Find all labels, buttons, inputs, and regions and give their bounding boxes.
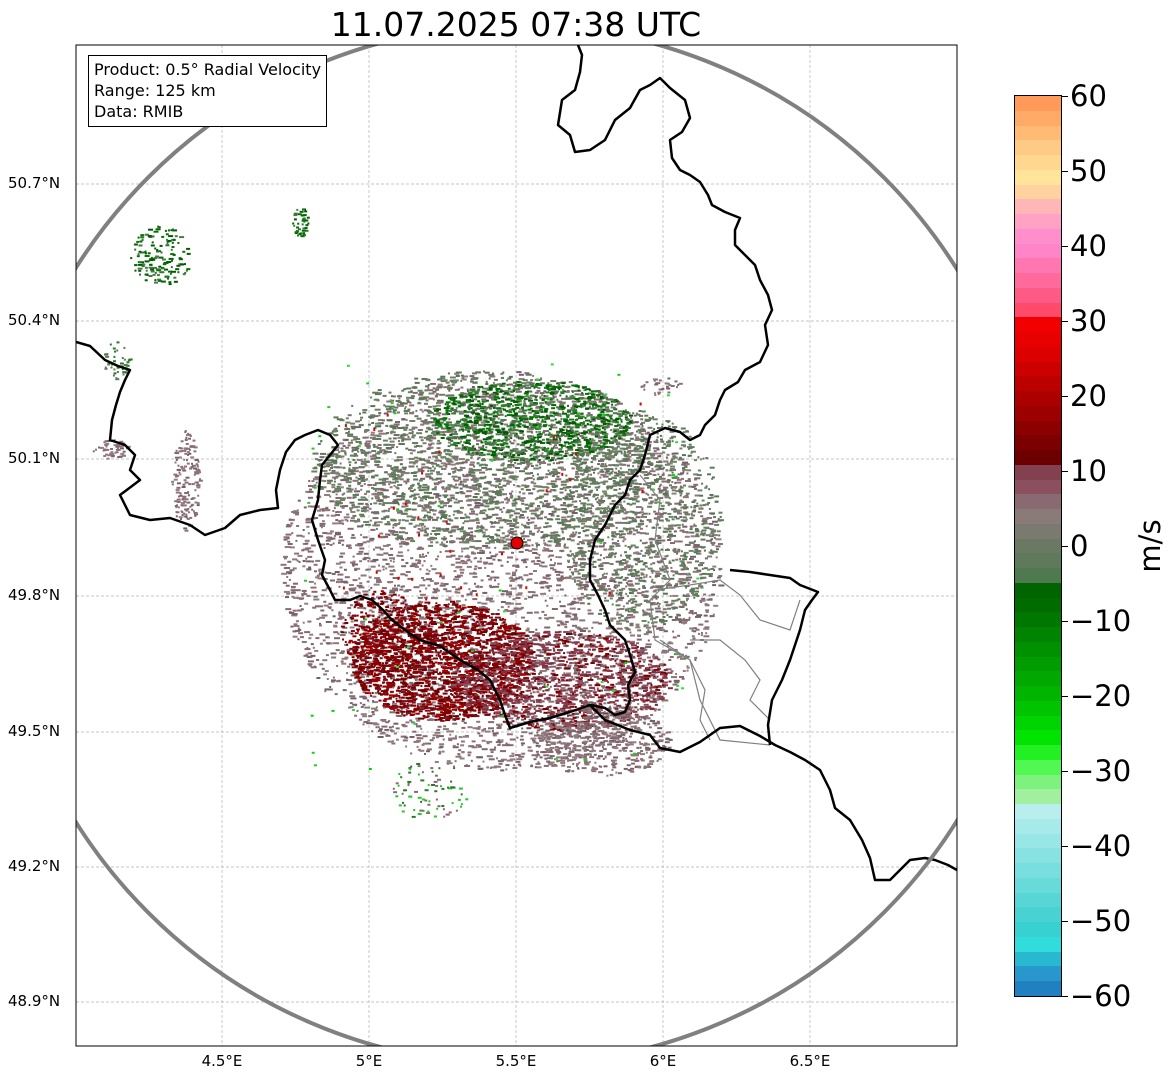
velocity-colorbar [1014,95,1062,997]
colorbar-tick [1062,321,1068,322]
colorbar-tick-label: 30 [1070,304,1107,338]
graticule-grid [76,45,957,1046]
colorbar-tick [1062,696,1068,697]
colorbar-tick [1062,171,1068,172]
radar-echoes [92,208,725,818]
colorbar-tick [1062,546,1068,547]
colorbar-tick-label: 60 [1070,79,1107,113]
lon-tick-label: 6.5°E [789,1052,831,1070]
colorbar-tick-label: −60 [1070,979,1132,1013]
colorbar-unit-label: m/s [1133,519,1167,573]
lat-tick-label: 49.5°N [8,722,61,740]
colorbar-tick-label: −40 [1070,829,1132,863]
colorbar-tick [1062,846,1068,847]
colorbar-tick [1062,96,1068,97]
colorbar-tick-label: −20 [1070,679,1132,713]
lat-tick-label: 49.8°N [8,586,61,604]
radar-site-marker [510,536,524,550]
colorbar-tick-label: 10 [1070,454,1107,488]
province-borders [639,474,801,746]
colorbar-tick [1062,396,1068,397]
colorbar-tick-label: 40 [1070,229,1107,263]
colorbar-tick [1062,996,1068,997]
lat-tick-label: 48.9°N [8,992,61,1010]
colorbar-tick [1062,621,1068,622]
lon-tick-label: 4.5°E [201,1052,243,1070]
map-frame [75,44,958,1047]
colorbar-tick-label: −30 [1070,754,1132,788]
colorbar-tick-label: 20 [1070,379,1107,413]
lat-tick-label: 50.7°N [8,174,61,192]
colorbar-tick [1062,471,1068,472]
country-borders [76,45,957,882]
lat-tick-label: 49.2°N [8,857,61,875]
colorbar-tick-label: 50 [1070,154,1107,188]
colorbar-tick [1062,921,1068,922]
colorbar-tick-label: −50 [1070,904,1132,938]
lon-tick-label: 5.5°E [495,1052,537,1070]
product-info-box: Product: 0.5° Radial Velocity Range: 125… [88,55,328,127]
map-title: 11.07.2025 07:38 UTC [330,5,702,44]
range-label: Range: 125 km [94,81,216,100]
lon-tick-label: 6°E [649,1052,677,1070]
colorbar-tick-label: 0 [1070,529,1089,563]
lon-tick-label: 5°E [355,1052,383,1070]
product-label: Product: 0.5° Radial Velocity [94,60,322,79]
lat-tick-label: 50.4°N [8,311,61,329]
colorbar-tick [1062,246,1068,247]
colorbar-tick-label: −10 [1070,604,1132,638]
lat-tick-label: 50.1°N [8,449,61,467]
colorbar-tick [1062,771,1068,772]
data-source-label: Data: RMIB [94,102,184,121]
